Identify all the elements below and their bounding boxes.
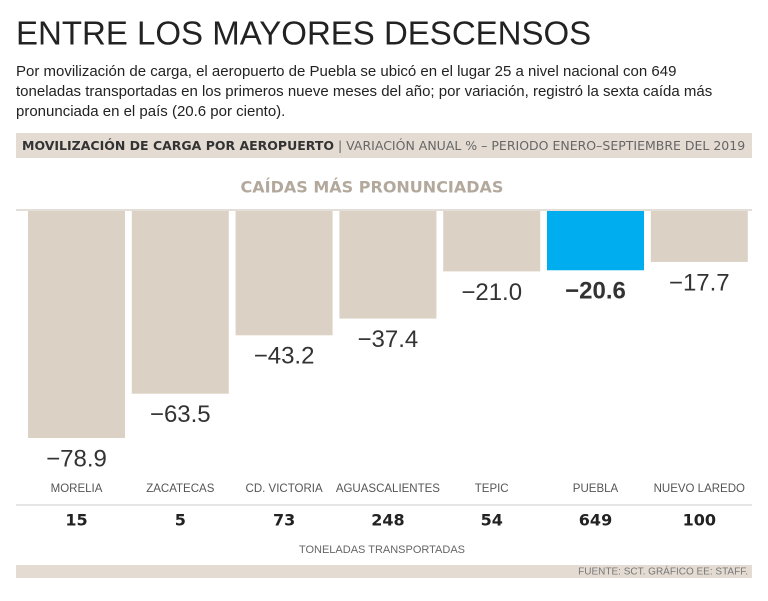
bar bbox=[235, 211, 333, 336]
category-label: PUEBLA bbox=[573, 483, 619, 495]
banner-title: MOVILIZACIÓN DE CARGA POR AEROPUERTO | VA… bbox=[22, 138, 745, 153]
tonnes-value: 54 bbox=[481, 511, 503, 530]
tonnes-value: 73 bbox=[273, 511, 295, 530]
bar bbox=[443, 211, 541, 272]
tonnes-value: 15 bbox=[65, 511, 87, 530]
category-label: ZACATECAS bbox=[146, 483, 214, 495]
banner-title: MOVILIZACIÓN DE CARGA POR AEROPUERTO bbox=[22, 138, 334, 153]
source: FUENTE: SCT. GRÁFICO EE: STAFF. bbox=[578, 565, 748, 578]
value-label: −37.4 bbox=[358, 326, 419, 353]
value-label: −20.6 bbox=[565, 278, 626, 305]
category-label: MORELIA bbox=[51, 483, 103, 495]
category-label: NUEVO LAREDO bbox=[654, 483, 745, 495]
tonnes-value: 649 bbox=[579, 511, 612, 530]
banner bbox=[16, 133, 752, 158]
tonnes-value: 248 bbox=[371, 511, 404, 530]
value-label: −17.7 bbox=[669, 269, 730, 296]
value-label: −78.9 bbox=[46, 445, 107, 472]
chart-subtitle: CAÍDAS MÁS PRONUNCIADAS bbox=[241, 178, 504, 197]
bar bbox=[339, 211, 437, 319]
footer-bar bbox=[16, 565, 752, 578]
tonnes-label: TONELADAS TRANSPORTADAS bbox=[299, 544, 465, 556]
value-label: −21.0 bbox=[461, 279, 522, 306]
tonnes-value: 5 bbox=[175, 511, 186, 530]
title: ENTRE LOS MAYORES DESCENSOS bbox=[16, 15, 591, 52]
bar bbox=[28, 211, 125, 438]
category-label: AGUASCALIENTES bbox=[336, 483, 440, 495]
category-label: TEPIC bbox=[475, 483, 509, 495]
description: pronunciada en el país (20.6 por ciento)… bbox=[16, 103, 285, 120]
category-label: CD. VICTORIA bbox=[246, 483, 323, 495]
value-label: −63.5 bbox=[150, 401, 211, 428]
description: toneladas transportadas en los primeros … bbox=[16, 83, 712, 100]
tonnes-value: 100 bbox=[683, 511, 716, 530]
description: Por movilización de carga, el aeropuerto… bbox=[16, 63, 676, 80]
bar bbox=[650, 211, 748, 262]
banner-subtitle: | VARIACIÓN ANUAL % – PERIODO ENERO–SEPT… bbox=[338, 138, 745, 153]
bar bbox=[131, 211, 229, 394]
bar bbox=[547, 211, 644, 271]
value-label: −43.2 bbox=[254, 343, 315, 370]
